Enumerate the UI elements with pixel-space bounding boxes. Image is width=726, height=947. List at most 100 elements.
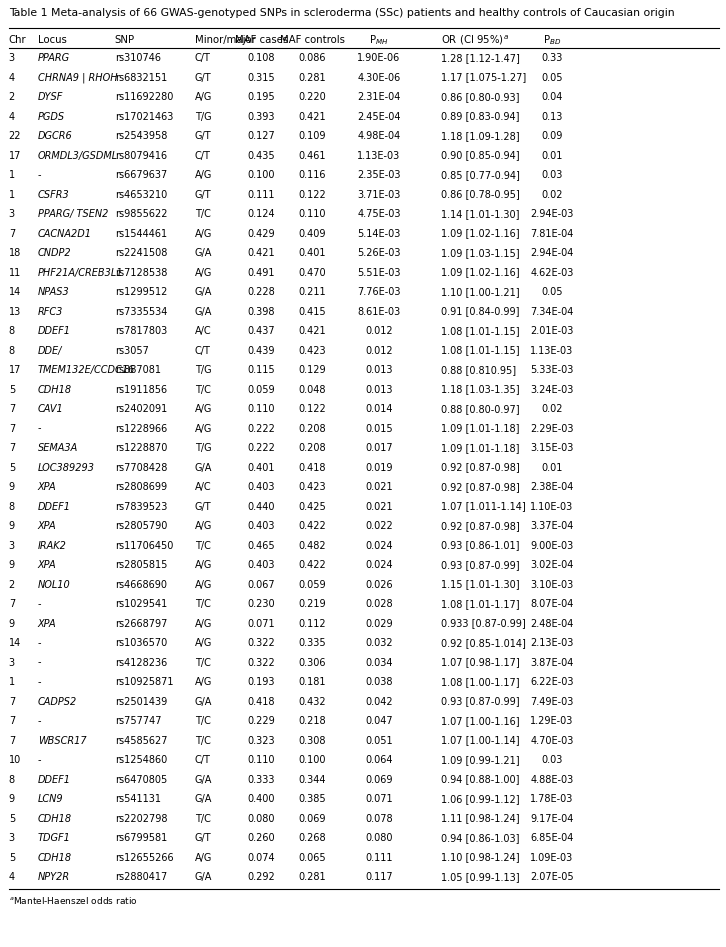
Text: CADPS2: CADPS2 [38,696,77,706]
Text: 1.08 [1.01-1.15]: 1.08 [1.01-1.15] [441,326,520,336]
Text: 3.37E-04: 3.37E-04 [530,521,574,531]
Text: 0.111: 0.111 [365,852,393,863]
Text: A/G: A/G [195,267,212,277]
Text: rs4668690: rs4668690 [115,580,167,589]
Text: 4.70E-03: 4.70E-03 [530,736,574,745]
Text: 0.208: 0.208 [298,423,326,434]
Text: 4.75E-03: 4.75E-03 [357,209,401,219]
Text: 0.335: 0.335 [298,638,326,648]
Text: 0.127: 0.127 [248,131,275,141]
Text: T/C: T/C [195,813,211,824]
Text: CHRNA9 | RHOH: CHRNA9 | RHOH [38,72,118,82]
Text: G/T: G/T [195,502,211,511]
Text: CSFR3: CSFR3 [38,189,70,200]
Text: rs3057: rs3057 [115,346,149,355]
Text: 0.065: 0.065 [298,852,326,863]
Text: C/T: C/T [195,53,211,63]
Text: 0.322: 0.322 [248,638,275,648]
Text: 0.91 [0.84-0.99]: 0.91 [0.84-0.99] [441,307,520,316]
Text: rs4128236: rs4128236 [115,657,167,668]
Text: 1.14 [1.01-1.30]: 1.14 [1.01-1.30] [441,209,520,219]
Text: 0.051: 0.051 [365,736,393,745]
Text: 3: 3 [9,53,15,63]
Text: 0.086: 0.086 [298,53,326,63]
Text: 0.059: 0.059 [248,384,275,395]
Text: rs310746: rs310746 [115,53,160,63]
Text: 0.059: 0.059 [298,580,326,589]
Text: 7: 7 [9,228,15,239]
Text: 1.07 [1.011-1.14]: 1.07 [1.011-1.14] [441,502,526,511]
Text: 4.98E-04: 4.98E-04 [357,131,401,141]
Text: rs7335534: rs7335534 [115,307,167,316]
Text: A/G: A/G [195,580,212,589]
Text: 4: 4 [9,112,15,121]
Text: 0.109: 0.109 [298,131,326,141]
Text: T/G: T/G [195,365,211,375]
Text: 0.03: 0.03 [541,755,563,765]
Text: CDH18: CDH18 [38,852,72,863]
Text: TMEM132E/CCDC16: TMEM132E/CCDC16 [38,365,135,375]
Text: 0.014: 0.014 [365,404,393,414]
Text: 1.13E-03: 1.13E-03 [357,151,401,160]
Text: PHF21A/CREB3L1: PHF21A/CREB3L1 [38,267,123,277]
Text: A/C: A/C [195,326,211,336]
Text: 3: 3 [9,209,15,219]
Text: 0.229: 0.229 [248,716,275,726]
Text: ORMDL3/GSDML: ORMDL3/GSDML [38,151,118,160]
Text: 9: 9 [9,618,15,629]
Text: 0.024: 0.024 [365,541,393,550]
Text: -: - [38,599,41,609]
Text: 0.94 [0.86-1.03]: 0.94 [0.86-1.03] [441,833,520,843]
Text: 1.90E-06: 1.90E-06 [357,53,401,63]
Text: Locus: Locus [38,35,67,45]
Text: rs1228966: rs1228966 [115,423,167,434]
Text: 7: 7 [9,443,15,453]
Text: 0.418: 0.418 [298,462,326,473]
Text: G/T: G/T [195,833,211,843]
Text: 3.87E-04: 3.87E-04 [530,657,574,668]
Text: MAF controls: MAF controls [280,35,345,45]
Text: 7: 7 [9,599,15,609]
Text: 10: 10 [9,755,21,765]
Text: XPA: XPA [38,482,57,492]
Text: 0.440: 0.440 [248,502,275,511]
Text: G/A: G/A [195,462,212,473]
Text: 9: 9 [9,521,15,531]
Text: 1: 1 [9,170,15,180]
Text: PGDS: PGDS [38,112,65,121]
Text: -: - [38,638,41,648]
Text: 0.418: 0.418 [248,696,275,706]
Text: DDEF1: DDEF1 [38,502,70,511]
Text: 0.042: 0.042 [365,696,393,706]
Text: 3: 3 [9,657,15,668]
Text: 2.45E-04: 2.45E-04 [357,112,401,121]
Text: 2.38E-04: 2.38E-04 [530,482,574,492]
Text: 1.78E-03: 1.78E-03 [530,794,574,804]
Text: 9: 9 [9,482,15,492]
Text: rs1254860: rs1254860 [115,755,167,765]
Text: 0.05: 0.05 [541,73,563,82]
Text: 5: 5 [9,384,15,395]
Text: 2.07E-05: 2.07E-05 [530,872,574,882]
Text: 0.208: 0.208 [298,443,326,453]
Text: 0.92 [0.87-0.98]: 0.92 [0.87-0.98] [441,462,520,473]
Text: 0.415: 0.415 [298,307,326,316]
Text: 0.080: 0.080 [365,833,393,843]
Text: G/A: G/A [195,794,212,804]
Text: 1.09 [1.01-1.18]: 1.09 [1.01-1.18] [441,443,520,453]
Text: 0.012: 0.012 [365,346,393,355]
Text: 0.281: 0.281 [298,872,326,882]
Text: 1.10E-03: 1.10E-03 [530,502,574,511]
Text: CACNA2D1: CACNA2D1 [38,228,91,239]
Text: 1: 1 [9,677,15,687]
Text: -: - [38,716,41,726]
Text: 0.122: 0.122 [298,189,326,200]
Text: 3.24E-03: 3.24E-03 [530,384,574,395]
Text: 8.07E-04: 8.07E-04 [530,599,574,609]
Text: 0.064: 0.064 [365,755,393,765]
Text: 0.403: 0.403 [248,521,275,531]
Text: 0.422: 0.422 [298,560,326,570]
Text: rs6679637: rs6679637 [115,170,167,180]
Text: T/C: T/C [195,384,211,395]
Text: 1.09 [1.03-1.15]: 1.09 [1.03-1.15] [441,248,520,258]
